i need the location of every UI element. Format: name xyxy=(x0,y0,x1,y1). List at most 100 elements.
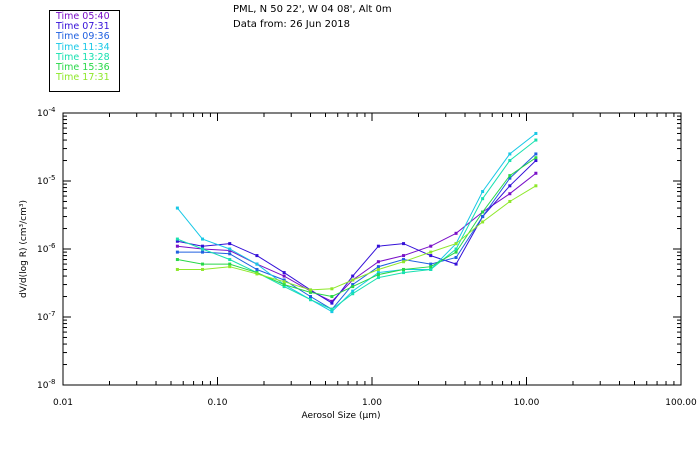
data-point xyxy=(402,258,406,262)
data-point xyxy=(228,258,232,262)
plot-frame xyxy=(62,112,682,386)
legend-entry: Time 09:36 xyxy=(56,31,110,43)
data-point xyxy=(330,299,334,303)
data-point xyxy=(508,152,512,156)
legend: Time 05:40 Time 07:31 Time 09:36 Time 11… xyxy=(49,10,120,92)
data-point xyxy=(255,262,259,266)
data-point xyxy=(282,285,286,289)
data-point xyxy=(175,250,179,254)
data-point xyxy=(228,265,232,269)
data-point xyxy=(309,298,313,302)
data-point xyxy=(175,244,179,248)
data-point xyxy=(228,249,232,253)
y-axis-label: dV/d(log R) (cm³/cm³) xyxy=(19,200,29,298)
y-tick-label: 10-5 xyxy=(37,174,55,187)
series-2 xyxy=(175,159,538,305)
data-point xyxy=(508,159,512,163)
data-point xyxy=(429,267,433,271)
data-point xyxy=(282,278,286,282)
data-point xyxy=(481,220,485,224)
data-point xyxy=(330,295,334,299)
data-point xyxy=(201,237,205,241)
data-point xyxy=(228,242,232,246)
station-title: PML, N 50 22', W 04 08', Alt 0m xyxy=(233,4,392,15)
data-point xyxy=(534,184,538,188)
data-point xyxy=(175,206,179,210)
legend-entry: Time 11:34 xyxy=(56,41,110,53)
data-point xyxy=(481,190,485,194)
data-point xyxy=(175,258,179,262)
data-point xyxy=(201,244,205,248)
data-point xyxy=(309,290,313,294)
data-point xyxy=(402,254,406,258)
series-line xyxy=(177,153,537,310)
data-point xyxy=(201,247,205,251)
data-point xyxy=(508,184,512,188)
data-point xyxy=(309,288,313,292)
y-tick-label: 10-8 xyxy=(37,378,55,391)
data-point xyxy=(376,271,380,275)
data-point xyxy=(330,301,334,305)
data-point xyxy=(508,199,512,203)
data-point xyxy=(201,262,205,266)
series-line xyxy=(177,139,537,310)
legend-entry: Time 07:31 xyxy=(56,21,110,33)
data-point xyxy=(534,171,538,175)
data-point xyxy=(376,265,380,269)
data-point xyxy=(481,215,485,219)
data-point xyxy=(481,197,485,201)
data-point xyxy=(282,283,286,287)
data-point xyxy=(376,260,380,264)
x-axis-label: Aerosol Size (μm) xyxy=(302,411,381,421)
data-point xyxy=(534,156,538,160)
y-tick-label: 10-4 xyxy=(37,106,56,119)
data-point xyxy=(454,247,458,251)
series-7 xyxy=(175,184,538,292)
data-point xyxy=(376,276,380,280)
legend-entry: Time 13:28 xyxy=(56,51,110,63)
data-point xyxy=(454,231,458,235)
data-point xyxy=(330,287,334,291)
data-point xyxy=(376,267,380,271)
data-point xyxy=(429,244,433,248)
data-point xyxy=(330,310,334,314)
data-point xyxy=(201,250,205,254)
data-point xyxy=(201,267,205,271)
data-point xyxy=(309,295,313,299)
data-point xyxy=(508,176,512,180)
legend-entry: Time 05:40 xyxy=(56,11,110,22)
legend-entry: Time 17:31 xyxy=(56,72,110,84)
data-point xyxy=(402,260,406,264)
x-tick-label: 1.00 xyxy=(362,398,382,408)
data-point xyxy=(351,283,355,287)
data-point xyxy=(351,285,355,289)
data-point xyxy=(175,237,179,241)
x-tick-label: 10.00 xyxy=(514,398,540,408)
data-date: Data from: 26 Jun 2018 xyxy=(233,19,351,30)
data-point xyxy=(351,278,355,282)
data-point xyxy=(330,307,334,311)
data-point xyxy=(255,254,259,258)
series-3 xyxy=(175,152,538,311)
data-point xyxy=(255,267,259,271)
series-line xyxy=(177,157,537,298)
data-point xyxy=(454,262,458,266)
data-point xyxy=(534,138,538,142)
data-point xyxy=(454,255,458,259)
data-point xyxy=(228,252,232,256)
y-tick-label: 10-7 xyxy=(37,310,55,323)
x-tick-label: 100.00 xyxy=(665,398,697,408)
x-tick-label: 0.01 xyxy=(53,398,73,408)
data-point xyxy=(282,274,286,278)
series-5 xyxy=(175,138,538,311)
data-point xyxy=(534,131,538,135)
data-point xyxy=(402,267,406,271)
data-point xyxy=(429,265,433,269)
data-point xyxy=(282,271,286,275)
data-point xyxy=(454,250,458,254)
data-point xyxy=(228,262,232,266)
data-point xyxy=(376,273,380,277)
data-point xyxy=(508,192,512,196)
y-tick-label: 10-6 xyxy=(37,242,56,255)
